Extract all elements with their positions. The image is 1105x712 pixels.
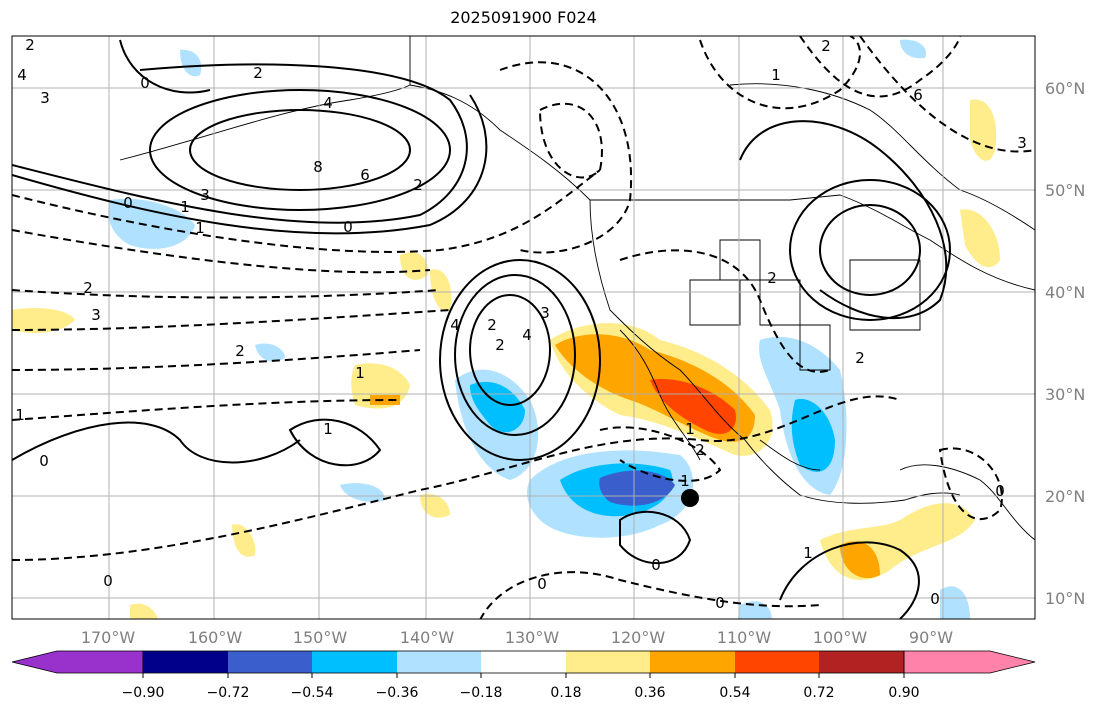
colorbar-swatch [397,651,481,673]
contour-label: 3 [1017,134,1027,152]
lon-tick-label: 130°W [505,628,560,647]
contour-label: 0 [995,482,1005,500]
contour-label: 0 [343,218,353,236]
colorbar-swatch [650,651,735,673]
contour-label: 6 [360,166,370,184]
lon-tick-label: 110°W [717,628,772,647]
colorbar-label: −0.72 [207,685,250,701]
contour-label: 1 [180,198,190,216]
lon-tick-label: 120°W [611,628,666,647]
contour-label: 0 [715,594,725,612]
colorbar-swatch [735,651,819,673]
contour-label: 4 [522,326,532,344]
colorbar-label: 0.90 [888,685,919,701]
contour-label: 0 [930,590,940,608]
colorbar-label: −0.36 [376,685,419,701]
colorbar-swatch [143,651,228,673]
contour-label: 0 [39,452,49,470]
contour-label: 2 [25,36,35,54]
coastlines [119,36,1035,541]
longitude-tick-labels: 170°W 160°W 150°W 140°W 130°W 120°W 110°W 100°W… [81,628,953,647]
contour-label: 0 [651,556,661,574]
contour-label: 2 [767,269,777,287]
colorbar-label: −0.90 [122,685,165,701]
contour-label: 0 [537,575,547,593]
colorbar-swatch [566,651,650,673]
lat-tick-label: 40°N [1045,283,1085,302]
lon-tick-label: 160°W [188,628,243,647]
lon-tick-label: 140°W [400,628,455,647]
lat-tick-label: 60°N [1045,79,1085,98]
colorbar-label: 0.18 [550,685,581,701]
gridlines [12,36,1035,619]
contour-label: 3 [40,89,50,107]
lat-tick-label: 20°N [1045,487,1085,506]
contour-label: 1 [685,420,695,438]
contour-label: 2 [855,349,865,367]
contour-label: 2 [495,336,505,354]
lon-tick-label: 90°W [909,628,953,647]
contour-label: 1 [195,219,205,237]
contour-label: 1 [15,406,25,424]
colorbar-label: 0.36 [634,685,665,701]
colorbar-label: −0.54 [291,685,334,701]
positive-contours [12,39,951,619]
map-title: 2025091900 F024 [450,8,597,27]
colorbar-swatch [228,651,312,673]
colorbar-extend-low [11,650,144,674]
contour-label: 3 [200,186,210,204]
contour-label: 1 [355,364,365,382]
contour-label: 2 [235,342,245,360]
contour-label: 2 [695,441,705,459]
lon-tick-label: 170°W [81,628,136,647]
contour-label: 0 [140,74,150,92]
colorbar-extend-high [903,650,1036,674]
lat-tick-label: 50°N [1045,181,1085,200]
lon-tick-label: 150°W [293,628,348,647]
colorbar-swatch [481,651,566,673]
contour-label: 3 [91,306,101,324]
colorbar-label: 0.54 [719,685,750,701]
lat-tick-label: 10°N [1045,589,1085,608]
contour-label: 2 [487,316,497,334]
contour-label: 3 [540,304,550,322]
contour-label: 0 [123,194,133,212]
contour-label: 4 [450,316,460,334]
contour-label: 4 [323,94,333,112]
colorbar-label: 0.72 [803,685,834,701]
latitude-tick-labels: 60°N 50°N 40°N 30°N 20°N 10°N [1045,79,1085,608]
lat-tick-label: 30°N [1045,385,1085,404]
colorbar: −0.90 −0.72 −0.54 −0.36 −0.18 0.18 0.36 0.54 0.7… [11,650,1036,701]
negative-contours [12,36,1035,619]
contour-label: 8 [313,158,323,176]
map-frame [11,35,1036,620]
contour-label: 1 [771,66,781,84]
contour-label: 0 [103,572,113,590]
contour-label: 2 [253,64,263,82]
colorbar-swatch [819,651,904,673]
contour-label: 6 [913,86,923,104]
contour-label: 1 [323,420,333,438]
contour-label: 4 [17,66,27,84]
lon-tick-label: 100°W [813,628,868,647]
contour-label: 2 [83,279,93,297]
contour-label: 1 [680,472,690,490]
colorbar-label: −0.18 [460,685,503,701]
storm-center-marker [681,489,699,507]
shaded-anomalies [12,39,1000,619]
colorbar-swatch [312,651,397,673]
contour-label: 2 [413,176,423,194]
contour-label: 1 [803,544,813,562]
contour-label: 2 [821,37,831,55]
